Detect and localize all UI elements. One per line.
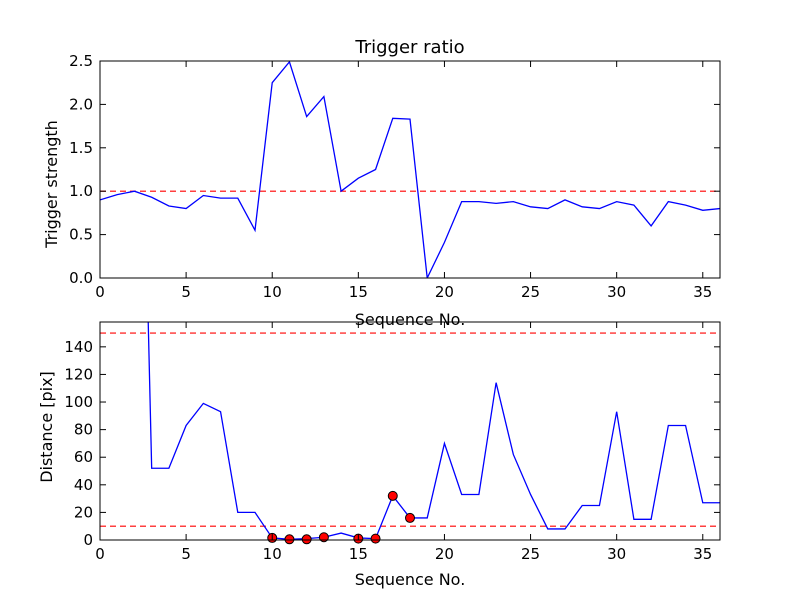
x-axis-label: Sequence No. — [355, 310, 466, 329]
data-point-marker — [318, 532, 329, 543]
x-tick-label: 20 — [435, 545, 454, 563]
x-tick-label: 10 — [263, 545, 282, 563]
axes-frame — [99, 60, 721, 279]
x-tick-label: 15 — [349, 545, 368, 563]
y-tick-label: 0.5 — [69, 226, 93, 244]
chart-title: Trigger ratio — [354, 37, 464, 58]
data-point-marker — [284, 534, 295, 545]
x-tick-label: 35 — [693, 283, 712, 301]
x-tick-label: 30 — [607, 545, 626, 563]
y-tick-label: 140 — [64, 338, 93, 356]
series-line-ratio — [100, 61, 720, 278]
x-tick-label: 0 — [95, 545, 105, 563]
x-tick-label: 5 — [181, 283, 191, 301]
y-tick-label: 80 — [74, 421, 93, 439]
data-point-marker — [301, 534, 312, 545]
data-point-marker — [405, 512, 415, 523]
x-tick-label: 30 — [607, 283, 626, 301]
x-tick-label: 15 — [349, 283, 368, 301]
y-tick-label: 1.0 — [69, 182, 93, 200]
y-tick-label: 0 — [83, 531, 93, 549]
y-tick-label: 40 — [74, 476, 93, 494]
distance-chart: Sequence No. Distance [pix] 0 5 10 15 20 25 30… — [37, 321, 721, 589]
plot-area — [100, 322, 720, 540]
y-tick-label: 0.0 — [69, 269, 93, 287]
y-tick-label: 20 — [74, 503, 93, 521]
axes-frame — [99, 321, 721, 541]
x-tick-label: 20 — [435, 283, 454, 301]
y-axis-label: Trigger strength — [42, 120, 61, 249]
data-point-marker — [370, 533, 381, 544]
y-tick-label: 120 — [64, 365, 93, 383]
x-tick-label: 25 — [521, 283, 540, 301]
y-tick-label: 60 — [74, 448, 93, 466]
x-axis-label: Sequence No. — [355, 570, 466, 589]
plot-area — [100, 61, 720, 278]
series-line-distance — [147, 322, 720, 540]
x-tick-label: 0 — [95, 283, 105, 301]
x-tick-label: 35 — [693, 545, 712, 563]
y-tick-label: 2.0 — [69, 95, 93, 113]
x-tick-label: 5 — [181, 545, 191, 563]
x-tick-label: 25 — [521, 545, 540, 563]
data-point-marker — [387, 490, 398, 501]
trigger-ratio-chart: Trigger ratio Sequence No. Trigger stren… — [42, 37, 721, 329]
x-tick-label: 10 — [263, 283, 282, 301]
y-tick-label: 1.5 — [69, 139, 93, 157]
y-tick-label: 100 — [64, 393, 93, 411]
y-tick-label: 2.5 — [69, 52, 93, 70]
y-axis-label: Distance [pix] — [37, 371, 56, 483]
